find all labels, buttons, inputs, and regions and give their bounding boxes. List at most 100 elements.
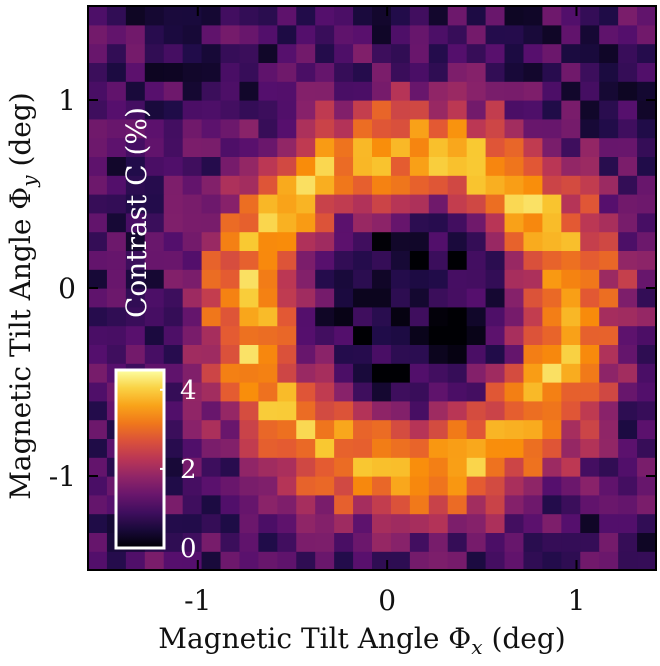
heatmap-cell: [125, 100, 146, 120]
heatmap-cell: [315, 288, 335, 308]
heatmap-cell: [220, 494, 241, 515]
heatmap-cell: [599, 457, 619, 477]
heatmap-cell: [618, 137, 638, 157]
heatmap-cell: [409, 325, 430, 345]
heatmap-cell: [277, 325, 297, 345]
heatmap-cell: [88, 325, 108, 345]
heatmap-cell: [239, 382, 259, 402]
heatmap-cell: [163, 306, 184, 327]
heatmap-cell: [163, 363, 184, 383]
heatmap-cell: [447, 457, 468, 477]
heatmap-cell: [504, 6, 525, 26]
heatmap-cell: [220, 325, 241, 345]
heatmap-cell: [542, 494, 562, 515]
heatmap-cell: [618, 269, 638, 289]
heatmap-cell: [277, 137, 297, 157]
heatmap-cell: [542, 438, 562, 458]
heatmap-cell: [428, 419, 449, 439]
heatmap-cell: [372, 194, 392, 214]
heatmap-cell: [296, 476, 316, 496]
heatmap-cell: [220, 476, 241, 496]
heatmap-cell: [296, 457, 316, 477]
heatmap-cell: [125, 6, 146, 26]
heatmap-cell: [258, 62, 278, 82]
heatmap-cell: [163, 382, 184, 402]
heatmap-cell: [637, 457, 657, 477]
colorbar-label: Contrast C (%): [120, 107, 153, 318]
heatmap-cell: [315, 137, 335, 157]
heatmap-cell: [296, 400, 316, 421]
heatmap-cell: [580, 494, 600, 515]
heatmap-cell: [144, 325, 165, 345]
heatmap-cell: [182, 344, 203, 364]
heatmap-cell: [315, 156, 335, 176]
heatmap-cell: [88, 43, 108, 63]
y-tick-label: -1: [49, 460, 76, 493]
heatmap-cell: [447, 118, 468, 139]
heatmap-cell: [637, 269, 657, 289]
heatmap-cell: [372, 288, 392, 308]
heatmap-cell: [428, 6, 449, 26]
heatmap-cell: [315, 81, 335, 101]
heatmap-cell: [542, 288, 562, 308]
y-tick-label: 0: [58, 272, 76, 305]
heatmap-cell: [599, 363, 619, 383]
heatmap-cell: [466, 513, 487, 533]
heatmap-cell: [220, 194, 241, 214]
heatmap-cell: [144, 288, 165, 308]
heatmap-cell: [523, 363, 543, 383]
heatmap-cell: [523, 438, 543, 458]
colorbar-tick-label: 4: [180, 376, 197, 406]
heatmap-cell: [144, 306, 165, 327]
heatmap-cell: [561, 175, 581, 195]
heatmap-cell: [296, 231, 316, 251]
heatmap-cell: [580, 363, 600, 383]
heatmap-cell: [504, 212, 525, 233]
heatmap-cell: [220, 419, 241, 439]
heatmap-cell: [277, 382, 297, 402]
heatmap-cell: [315, 419, 335, 439]
heatmap-cell: [315, 118, 335, 139]
heatmap-cell: [88, 494, 108, 515]
heatmap-cell: [580, 62, 600, 82]
heatmap-cell: [88, 551, 108, 571]
heatmap-cell: [201, 81, 222, 101]
heatmap-cell: [599, 118, 619, 139]
heatmap-cell: [561, 457, 581, 477]
heatmap-cell: [106, 175, 127, 195]
heatmap-cell: [523, 513, 543, 533]
heatmap-cell: [466, 100, 487, 120]
heatmap-cell: [239, 532, 259, 552]
heatmap-cell: [334, 325, 354, 345]
heatmap-cell: [599, 306, 619, 327]
heatmap-cell: [428, 194, 449, 214]
heatmap-cell: [182, 231, 203, 251]
heatmap-cell: [637, 551, 657, 571]
heatmap-cell: [315, 363, 335, 383]
heatmap-cell: [277, 288, 297, 308]
heatmap-cell: [258, 419, 278, 439]
heatmap-cell: [428, 43, 449, 63]
heatmap-cell: [409, 438, 430, 458]
heatmap-cell: [334, 419, 354, 439]
heatmap-cell: [353, 438, 373, 458]
heatmap-cell: [466, 156, 487, 176]
heatmap-cell: [523, 43, 543, 63]
heatmap-cell: [277, 212, 297, 233]
heatmap-cell: [201, 325, 222, 345]
heatmap-cell: [353, 551, 373, 571]
heatmap-cell: [201, 288, 222, 308]
heatmap-cell: [409, 382, 430, 402]
heatmap-cell: [201, 382, 222, 402]
heatmap-cell: [201, 269, 222, 289]
heatmap-cell: [258, 476, 278, 496]
heatmap-cell: [466, 6, 487, 26]
heatmap-cell: [561, 344, 581, 364]
heatmap-cell: [88, 250, 108, 270]
heatmap-cell: [637, 156, 657, 176]
heatmap-cell: [334, 344, 354, 364]
heatmap-cell: [163, 344, 184, 364]
heatmap-cell: [106, 325, 127, 345]
heatmap-cell: [561, 137, 581, 157]
heatmap-cell: [466, 476, 487, 496]
